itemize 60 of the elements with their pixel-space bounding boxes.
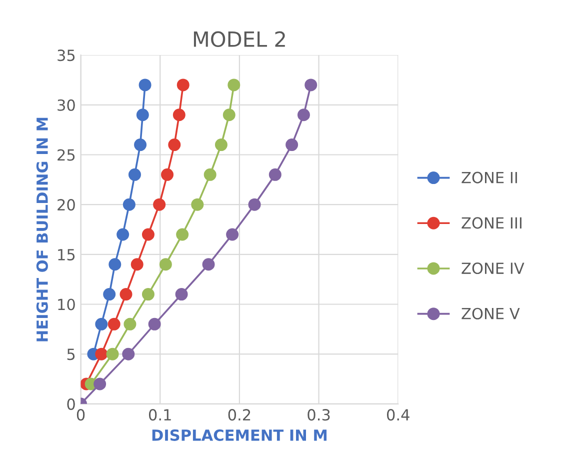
point: [248, 198, 261, 211]
point: [124, 318, 136, 330]
y-axis-title: HEIGHT OF BUILDING IN M: [36, 118, 48, 342]
y-tick-label: 30: [58, 99, 75, 111]
point: [204, 168, 216, 181]
x-tick-label: 0.3: [308, 409, 330, 421]
y-tick-label: 25: [58, 149, 75, 161]
point: [136, 108, 149, 122]
point: [128, 168, 141, 181]
x-tick-label: 0.2: [228, 409, 250, 421]
point: [176, 228, 189, 241]
y-tick-label: 20: [58, 199, 75, 211]
point: [161, 168, 174, 181]
point: [106, 348, 119, 360]
point: [120, 288, 132, 301]
point: [95, 318, 108, 330]
point: [159, 258, 172, 271]
point: [304, 78, 318, 92]
point: [297, 108, 310, 122]
point: [142, 228, 154, 241]
legend-label: ZONE IV: [462, 262, 524, 274]
point: [153, 198, 166, 211]
legend-label: ZONE III: [462, 217, 522, 229]
legend-label: ZONE II: [462, 172, 517, 184]
legend-label: ZONE V: [462, 308, 520, 320]
point: [94, 378, 106, 390]
x-tick-label: 0.1: [148, 409, 171, 421]
point: [142, 288, 154, 301]
point: [116, 228, 130, 241]
point: [172, 108, 186, 122]
y-tick-label: 10: [58, 298, 75, 310]
point: [191, 198, 204, 211]
point: [226, 228, 239, 241]
point: [175, 288, 188, 301]
y-tick-label: 35: [58, 50, 75, 62]
point: [108, 318, 120, 330]
point: [168, 138, 181, 152]
point: [148, 318, 161, 330]
point: [103, 288, 116, 301]
point: [228, 78, 240, 92]
point: [108, 258, 122, 271]
point: [122, 198, 136, 211]
point: [268, 168, 282, 181]
y-tick-label: 15: [58, 249, 75, 260]
point: [95, 348, 108, 360]
x-tick-label: 0.4: [386, 409, 410, 421]
point: [222, 108, 236, 122]
x-axis-title: DISPLACEMENT IN M: [152, 429, 327, 441]
point: [122, 348, 135, 360]
y-tick-label: 5: [67, 348, 75, 360]
x-tick-label: 0: [76, 409, 85, 421]
point: [130, 258, 144, 271]
point: [138, 78, 152, 92]
point: [176, 78, 190, 92]
point: [286, 138, 298, 152]
y-tick-label: 0: [67, 398, 75, 410]
chart-title: MODEL 2: [194, 31, 285, 48]
point: [134, 138, 147, 152]
point: [214, 138, 228, 152]
point: [202, 258, 215, 271]
